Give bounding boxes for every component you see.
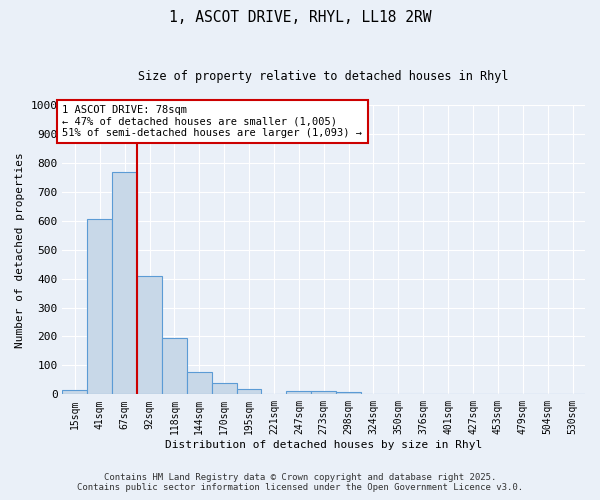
Bar — [286, 391, 311, 394]
Bar — [311, 391, 336, 394]
X-axis label: Distribution of detached houses by size in Rhyl: Distribution of detached houses by size … — [165, 440, 482, 450]
Bar — [137, 276, 162, 394]
Bar — [336, 392, 361, 394]
Bar — [112, 172, 137, 394]
Bar — [162, 338, 187, 394]
Y-axis label: Number of detached properties: Number of detached properties — [15, 152, 25, 348]
Text: 1, ASCOT DRIVE, RHYL, LL18 2RW: 1, ASCOT DRIVE, RHYL, LL18 2RW — [169, 10, 431, 25]
Text: Contains HM Land Registry data © Crown copyright and database right 2025.
Contai: Contains HM Land Registry data © Crown c… — [77, 473, 523, 492]
Bar — [187, 372, 212, 394]
Bar — [62, 390, 88, 394]
Bar — [236, 389, 262, 394]
Bar — [212, 384, 236, 394]
Title: Size of property relative to detached houses in Rhyl: Size of property relative to detached ho… — [139, 70, 509, 83]
Bar — [88, 220, 112, 394]
Text: 1 ASCOT DRIVE: 78sqm
← 47% of detached houses are smaller (1,005)
51% of semi-de: 1 ASCOT DRIVE: 78sqm ← 47% of detached h… — [62, 105, 362, 138]
